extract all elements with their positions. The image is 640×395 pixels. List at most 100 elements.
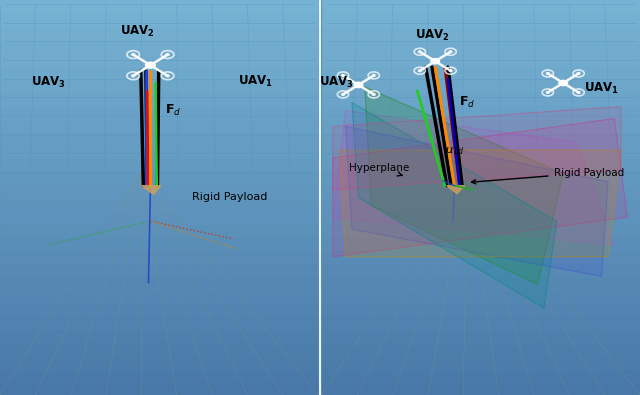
Bar (0, 105, 318, 118)
Polygon shape (352, 103, 557, 308)
Bar (0, 342, 318, 356)
Bar (322, 290, 640, 303)
Polygon shape (365, 87, 563, 284)
Bar (322, 53, 640, 66)
Circle shape (166, 54, 169, 55)
Bar (0, 26, 318, 40)
Circle shape (577, 73, 580, 74)
Bar (322, 132, 640, 145)
Text: Rigid Payload: Rigid Payload (192, 192, 268, 203)
Bar (0, 290, 318, 303)
Text: $\mathbf{UAV_3}$: $\mathbf{UAV_3}$ (319, 75, 353, 90)
Bar (322, 13, 640, 26)
Bar (0, 198, 318, 211)
Bar (0, 66, 318, 79)
Bar (322, 316, 640, 329)
Circle shape (145, 62, 156, 68)
Bar (322, 118, 640, 132)
Circle shape (342, 75, 344, 76)
Circle shape (419, 51, 421, 53)
Bar (0, 316, 318, 329)
Text: $\mathbf{UAV_3}$: $\mathbf{UAV_3}$ (31, 75, 65, 90)
Bar (0, 356, 318, 369)
Bar (322, 369, 640, 382)
Bar (322, 92, 640, 105)
Text: $\mathbf{UAV_1}$: $\mathbf{UAV_1}$ (239, 73, 273, 88)
Circle shape (449, 70, 452, 71)
Bar (322, 198, 640, 211)
Circle shape (559, 80, 568, 86)
Bar (0, 79, 318, 92)
Polygon shape (333, 107, 621, 190)
Bar (322, 237, 640, 250)
Bar (322, 26, 640, 40)
Bar (322, 40, 640, 53)
Polygon shape (447, 186, 465, 194)
Bar (322, 66, 640, 79)
Bar (0, 0, 318, 13)
Bar (322, 105, 640, 118)
Bar (0, 303, 318, 316)
Text: $\mathbf{UAV_2}$: $\mathbf{UAV_2}$ (120, 24, 155, 39)
Circle shape (449, 51, 452, 53)
Bar (0, 276, 318, 290)
Bar (0, 237, 318, 250)
Bar (0, 13, 318, 26)
Bar (322, 171, 640, 184)
Bar (322, 382, 640, 395)
Bar (0, 211, 318, 224)
Bar (0, 263, 318, 276)
Polygon shape (346, 126, 608, 276)
Bar (322, 211, 640, 224)
Circle shape (342, 94, 344, 95)
Text: $\mathbf{UAV_2}$: $\mathbf{UAV_2}$ (415, 28, 449, 43)
Circle shape (354, 82, 363, 88)
Circle shape (547, 92, 549, 93)
Text: $\mu_{1d}$: $\mu_{1d}$ (445, 145, 464, 157)
Polygon shape (339, 150, 621, 257)
Bar (0, 53, 318, 66)
Text: $\mathbf{F}_d$: $\mathbf{F}_d$ (459, 95, 476, 110)
Bar (322, 342, 640, 356)
Bar (0, 224, 318, 237)
Text: Rigid Payload: Rigid Payload (472, 168, 624, 184)
Bar (322, 145, 640, 158)
Bar (0, 171, 318, 184)
Bar (0, 118, 318, 132)
Text: $\mathbf{UAV_1}$: $\mathbf{UAV_1}$ (584, 81, 619, 96)
Bar (322, 224, 640, 237)
Circle shape (431, 58, 440, 64)
Bar (0, 40, 318, 53)
Circle shape (372, 75, 375, 76)
Bar (322, 0, 640, 13)
Circle shape (577, 92, 580, 93)
Bar (322, 329, 640, 342)
Bar (322, 250, 640, 263)
Bar (322, 158, 640, 171)
Bar (322, 184, 640, 198)
Bar (322, 79, 640, 92)
Circle shape (132, 75, 134, 77)
Circle shape (132, 54, 134, 55)
Bar (322, 263, 640, 276)
Bar (322, 356, 640, 369)
Circle shape (166, 75, 169, 77)
Bar (0, 158, 318, 171)
Polygon shape (141, 186, 161, 194)
Text: $\mathbf{F}_d$: $\mathbf{F}_d$ (164, 103, 181, 118)
Polygon shape (333, 111, 614, 245)
Bar (0, 145, 318, 158)
Bar (0, 184, 318, 198)
Text: Hyperplane: Hyperplane (349, 163, 409, 176)
Bar (322, 276, 640, 290)
Circle shape (547, 73, 549, 74)
Circle shape (419, 70, 421, 71)
Bar (322, 303, 640, 316)
Polygon shape (333, 118, 627, 257)
Circle shape (372, 94, 375, 95)
Bar (0, 92, 318, 105)
Bar (0, 329, 318, 342)
Bar (0, 250, 318, 263)
Bar (0, 369, 318, 382)
Bar (0, 382, 318, 395)
